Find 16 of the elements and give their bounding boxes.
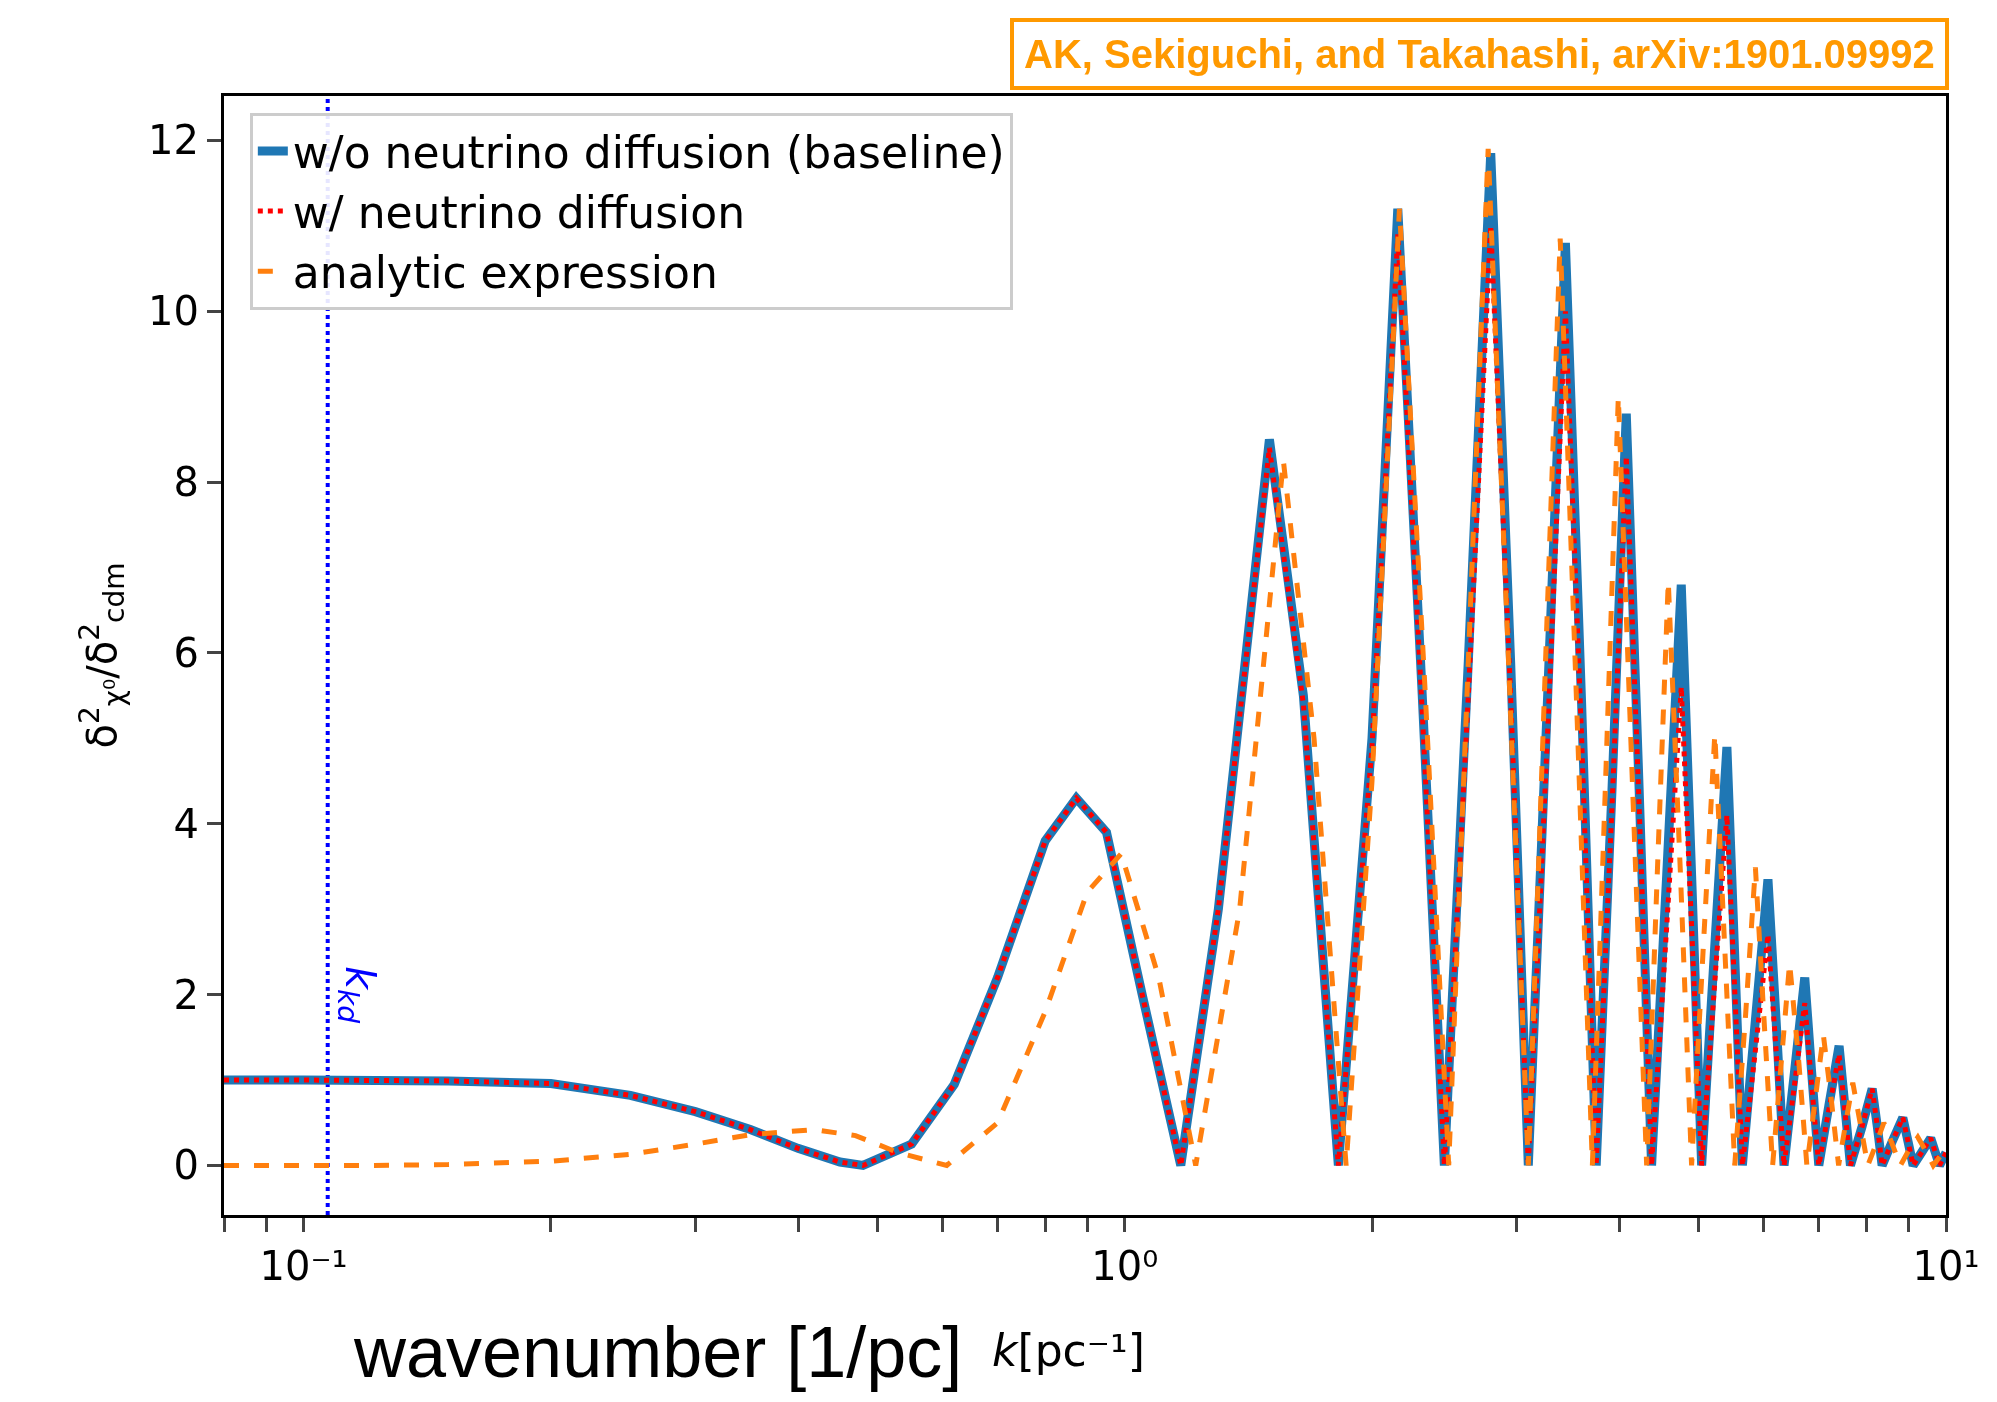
x-axis-title: wavenumber [1/pc] bbox=[353, 1312, 963, 1392]
legend-label: w/o neutrino diffusion (baseline) bbox=[292, 127, 1005, 179]
y-tick-label: 0 bbox=[173, 1142, 199, 1189]
y-tick-label: 10 bbox=[148, 288, 199, 335]
x-tick-label: 10⁰ bbox=[1091, 1243, 1159, 1289]
y-tick-label: 12 bbox=[148, 117, 199, 164]
legend-label: w/ neutrino diffusion bbox=[292, 187, 746, 239]
x-tick-label: 10¹ bbox=[1912, 1243, 1980, 1289]
y-tick-label: 4 bbox=[173, 800, 199, 847]
y-tick-label: 2 bbox=[173, 971, 199, 1018]
legend-label: analytic expression bbox=[292, 247, 718, 299]
x-tick-label: 10⁻¹ bbox=[259, 1243, 348, 1289]
text: AK, Sekiguchi, and Takahashi, arXiv:1901.09992 bbox=[1024, 32, 1935, 76]
y-tick-label: 8 bbox=[173, 459, 199, 506]
y-tick-label: 6 bbox=[173, 629, 199, 676]
text: k[pc⁻¹] bbox=[992, 1325, 1145, 1376]
